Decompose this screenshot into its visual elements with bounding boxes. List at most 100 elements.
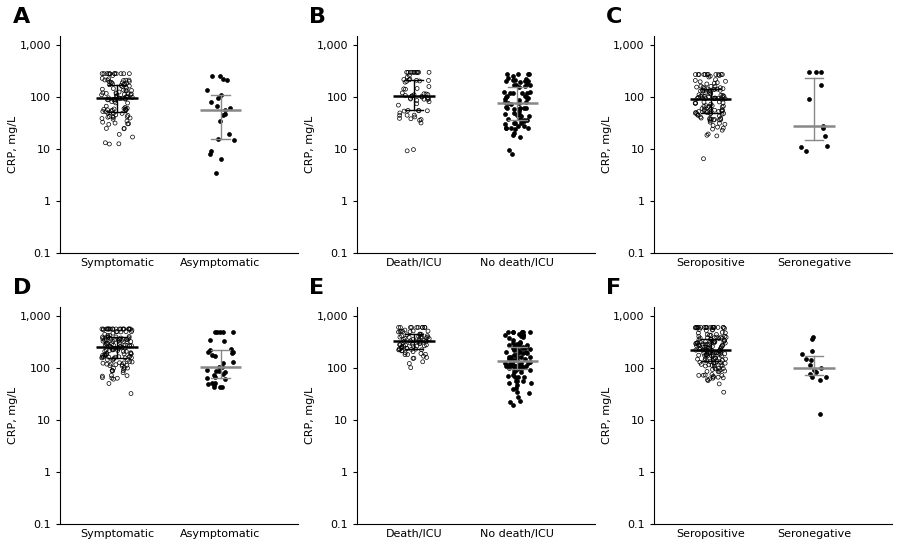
Point	[109, 69, 123, 78]
Point	[202, 345, 217, 354]
Point	[120, 361, 134, 370]
Point	[805, 334, 819, 343]
Point	[102, 379, 116, 388]
Point	[101, 108, 115, 117]
Point	[122, 82, 137, 90]
Point	[807, 366, 822, 375]
Point	[697, 323, 711, 332]
Point	[105, 337, 120, 346]
Point	[713, 83, 727, 92]
Point	[124, 86, 139, 95]
Point	[716, 323, 731, 332]
Point	[106, 345, 121, 354]
Point	[104, 79, 118, 88]
Point	[122, 353, 136, 362]
Point	[520, 89, 535, 97]
Point	[514, 362, 528, 371]
Point	[693, 92, 707, 101]
Point	[103, 334, 117, 342]
Point	[703, 375, 717, 383]
Point	[503, 89, 517, 97]
Point	[804, 370, 818, 379]
Point	[400, 344, 414, 353]
Point	[119, 86, 133, 95]
Point	[124, 327, 139, 336]
Point	[698, 106, 712, 114]
Point	[94, 353, 109, 362]
Point	[688, 323, 703, 332]
Point	[513, 115, 527, 124]
Point	[403, 363, 418, 372]
Point	[714, 115, 728, 124]
Point	[700, 84, 715, 93]
Point	[695, 340, 709, 348]
Point	[709, 131, 724, 140]
Point	[216, 110, 230, 119]
Point	[113, 334, 128, 342]
Point	[707, 85, 722, 94]
Point	[513, 112, 527, 120]
Point	[501, 360, 516, 369]
Point	[208, 379, 222, 387]
Point	[707, 323, 722, 332]
Point	[394, 327, 409, 336]
Point	[116, 341, 130, 350]
Point	[500, 92, 514, 101]
Point	[698, 70, 713, 79]
Point	[219, 106, 233, 114]
Point	[714, 333, 728, 341]
Point	[111, 344, 125, 352]
Point	[122, 352, 137, 360]
Point	[116, 69, 130, 78]
Point	[99, 349, 113, 358]
Point	[112, 324, 127, 333]
Point	[515, 327, 529, 336]
Point	[393, 328, 408, 336]
Point	[104, 97, 119, 106]
Point	[803, 361, 817, 370]
Point	[715, 106, 729, 115]
Point	[420, 95, 435, 104]
Point	[715, 110, 729, 119]
Point	[105, 112, 120, 121]
Point	[691, 323, 706, 332]
Point	[422, 97, 436, 106]
Point	[418, 336, 432, 345]
Point	[107, 69, 122, 78]
Point	[706, 125, 720, 133]
Point	[95, 337, 110, 346]
Point	[508, 373, 522, 381]
Point	[211, 134, 225, 143]
Point	[708, 354, 723, 363]
Point	[511, 373, 526, 382]
Point	[700, 342, 715, 351]
Point	[694, 82, 708, 90]
Point	[392, 344, 407, 353]
Point	[215, 362, 230, 371]
Point	[698, 107, 713, 115]
Point	[708, 359, 723, 368]
Point	[711, 368, 725, 376]
Point	[520, 115, 535, 124]
Point	[698, 362, 713, 370]
Point	[802, 68, 816, 77]
Point	[95, 353, 110, 362]
Point	[498, 109, 512, 118]
Point	[117, 124, 131, 133]
Point	[221, 130, 236, 138]
Point	[705, 101, 719, 110]
Point	[515, 363, 529, 372]
Point	[400, 106, 415, 115]
Point	[702, 73, 716, 82]
Point	[102, 95, 116, 104]
Point	[408, 113, 422, 121]
Point	[513, 78, 527, 86]
Point	[715, 362, 729, 370]
Point	[98, 107, 112, 116]
Point	[798, 147, 813, 155]
Point	[711, 349, 725, 358]
Point	[122, 332, 137, 341]
Point	[713, 346, 727, 355]
Point	[714, 91, 728, 100]
Point	[225, 327, 239, 336]
